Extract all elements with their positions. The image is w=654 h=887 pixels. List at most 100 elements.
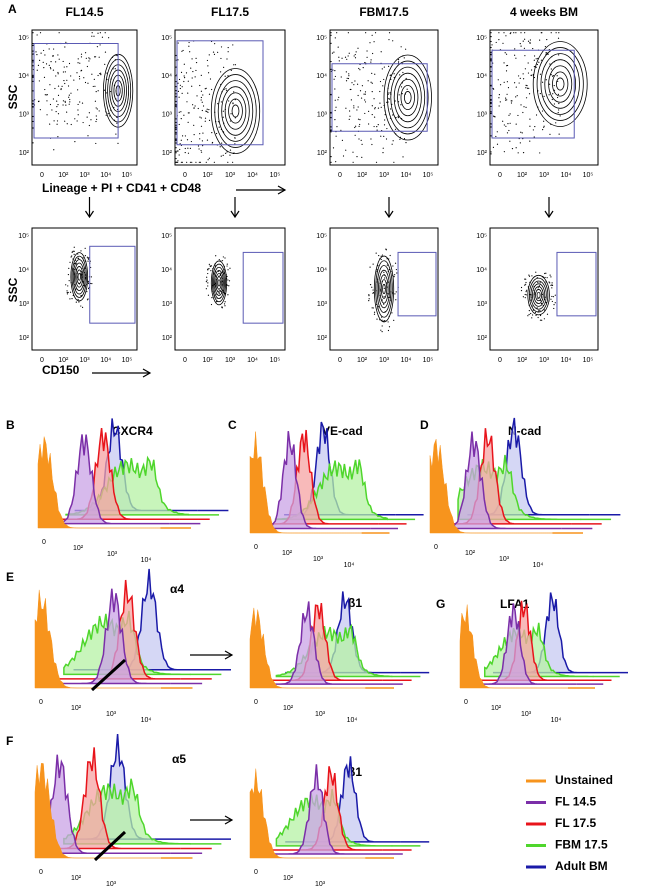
event-dot (187, 92, 189, 94)
event-dot (524, 293, 526, 296)
event-dot (531, 314, 534, 316)
event-dot (553, 103, 556, 105)
event-dot (46, 93, 48, 96)
event-dot (99, 44, 101, 46)
event-dot (386, 264, 388, 266)
event-dot (201, 109, 203, 112)
event-dot (200, 74, 202, 76)
event-dot (199, 84, 201, 87)
contour (536, 47, 584, 121)
event-dot (175, 121, 177, 124)
event-dot (74, 118, 76, 120)
event-dot (509, 113, 511, 115)
event-dot (87, 282, 90, 285)
event-dot (539, 314, 542, 317)
event-dot (175, 90, 177, 92)
histogram-curve (249, 768, 366, 859)
event-dot (529, 42, 531, 44)
event-dot (205, 281, 208, 283)
contour (224, 92, 247, 130)
event-dot (503, 124, 505, 126)
event-dot (525, 84, 527, 86)
event-dot (374, 106, 376, 109)
event-dot (69, 261, 71, 263)
histogram-curve (267, 602, 383, 682)
event-dot (200, 117, 202, 119)
event-dot (373, 311, 376, 313)
event-dot (490, 54, 492, 56)
gate-label: Lineage + PI + CD41 + CD48 (42, 181, 201, 195)
event-dot (521, 132, 523, 134)
event-dot (346, 58, 348, 60)
event-dot (514, 82, 516, 84)
event-dot (334, 99, 336, 101)
event-dot (76, 120, 78, 122)
event-dot (90, 276, 92, 278)
event-dot (225, 89, 228, 91)
event-dot (551, 295, 553, 298)
event-dot (384, 114, 386, 116)
event-dot (495, 135, 497, 138)
event-dot (77, 103, 79, 106)
event-dot (393, 161, 395, 163)
event-dot (391, 143, 393, 145)
event-dot (490, 75, 492, 77)
event-dot (198, 161, 200, 163)
event-dot (383, 66, 385, 68)
event-dot (547, 53, 549, 55)
event-dot (359, 69, 361, 71)
event-dot (57, 54, 59, 56)
y-tick-label: 10⁴ (316, 267, 327, 274)
plot-frame (31, 227, 138, 351)
event-dot (221, 260, 224, 262)
event-dot (198, 148, 200, 150)
contour (390, 66, 426, 129)
x-tick-label: 10³ (539, 357, 550, 364)
event-dot (509, 32, 511, 35)
event-dot (180, 139, 182, 141)
plot-frame (174, 29, 286, 166)
y-tick-label: 10⁴ (161, 267, 172, 274)
event-dot (32, 106, 34, 108)
event-dot (218, 270, 220, 272)
event-dot (72, 250, 74, 252)
event-dot (200, 151, 203, 153)
event-dot (375, 161, 378, 163)
event-dot (345, 149, 347, 151)
event-dot (502, 42, 504, 44)
contour (72, 259, 86, 295)
event-dot (533, 59, 535, 61)
x-tick-label: 0 (254, 699, 258, 706)
event-dot (175, 80, 177, 83)
y-tick-label: 10⁴ (18, 267, 29, 274)
event-dot (397, 116, 399, 119)
event-dot (538, 285, 541, 287)
event-dot (336, 126, 338, 128)
y-tick-label: 10⁵ (476, 233, 487, 240)
event-dot (50, 68, 52, 70)
y-tick-label: 10³ (477, 301, 488, 308)
event-dot (540, 32, 542, 34)
contour (540, 53, 580, 115)
contour (211, 263, 226, 303)
event-dot (70, 123, 72, 126)
event-dot (95, 115, 97, 117)
event-dot (524, 32, 526, 34)
contour (375, 260, 393, 318)
event-dot (226, 58, 228, 60)
event-dot (524, 297, 526, 299)
event-dot (553, 307, 555, 310)
event-dot (490, 102, 492, 104)
event-dot (201, 140, 203, 142)
event-dot (490, 153, 492, 155)
event-dot (94, 85, 96, 87)
event-dot (406, 88, 408, 90)
event-dot (371, 34, 373, 36)
event-dot (51, 109, 53, 111)
y-tick-label: 10³ (317, 301, 328, 308)
panel-label: B (6, 418, 15, 432)
event-dot (211, 132, 213, 134)
event-dot (78, 257, 80, 259)
event-dot (392, 265, 394, 267)
